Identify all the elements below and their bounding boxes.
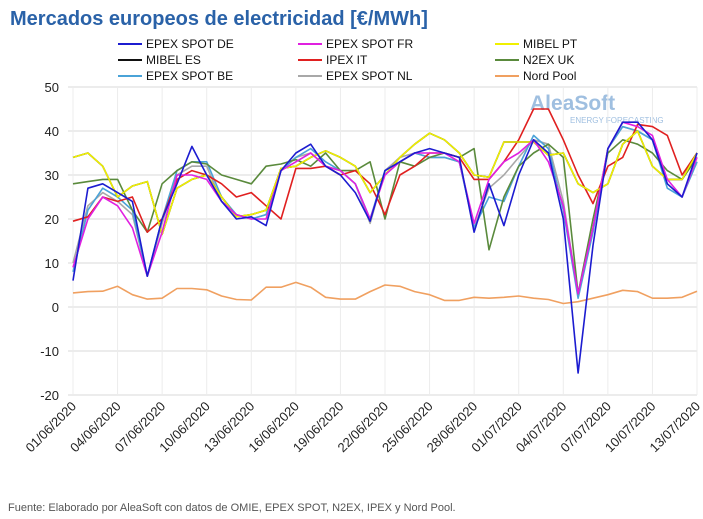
y-tick-label: -10 (40, 344, 59, 359)
legend-label: MIBEL PT (523, 37, 578, 51)
y-tick-label: 50 (45, 80, 59, 95)
logo-tagline: ENERGY FORECASTING (570, 116, 664, 125)
legend-label: EPEX SPOT FR (326, 37, 413, 51)
y-tick-label: 40 (45, 124, 59, 139)
logo-name: AleaSoft (530, 92, 615, 115)
y-tick-label: 10 (45, 256, 59, 271)
legend-label: EPEX SPOT DE (146, 37, 234, 51)
legend-label: N2EX UK (523, 53, 574, 67)
y-tick-label: 20 (45, 212, 59, 227)
y-tick-label: 30 (45, 168, 59, 183)
series-line (72, 108, 698, 233)
series-line (72, 121, 698, 295)
y-tick-label: -20 (40, 388, 59, 403)
source-note: Fuente: Elaborado por AleaSoft con datos… (8, 502, 456, 514)
legend-label: IPEX IT (326, 53, 368, 67)
chart-title: Mercados europeos de electricidad [€/MWh… (10, 8, 428, 30)
legend-label: EPEX SPOT BE (146, 69, 233, 83)
series-line (72, 281, 698, 305)
legend-label: MIBEL ES (146, 53, 201, 67)
series-line (72, 121, 698, 374)
legend-label: Nord Pool (523, 69, 576, 83)
series-line (72, 139, 698, 295)
y-tick-label: 0 (52, 300, 59, 315)
legend-label: EPEX SPOT NL (326, 69, 413, 83)
